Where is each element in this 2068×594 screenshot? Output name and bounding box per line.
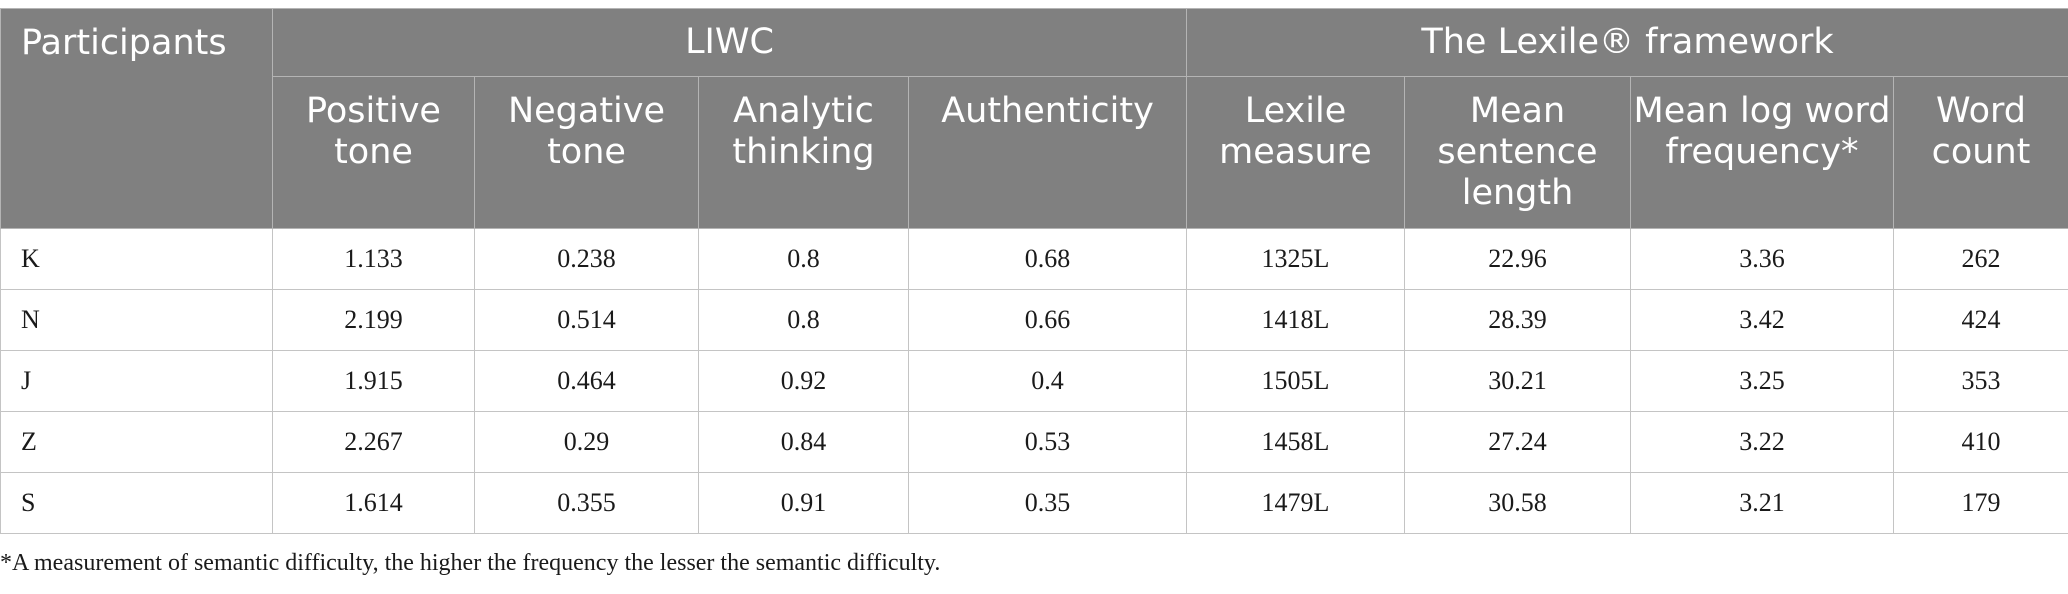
- cell-negative-tone: 0.238: [474, 228, 699, 290]
- cell-participant: S: [0, 472, 273, 534]
- cell-lexile-measure: 1325L: [1186, 228, 1405, 290]
- cell-mean-sentence-length: 22.96: [1404, 228, 1631, 290]
- cell-mean-log-word-frequency: 3.42: [1630, 289, 1894, 351]
- header-mean-sentence-length: Mean sentence length: [1404, 76, 1631, 229]
- header-group-lexile: The Lexile® framework: [1185, 8, 2068, 77]
- table-row: S 1.614 0.355 0.91 0.35 1479L 30.58 3.21…: [0, 472, 2068, 534]
- cell-participant: K: [0, 228, 273, 290]
- cell-mean-log-word-frequency: 3.25: [1630, 350, 1894, 412]
- table-row: Z 2.267 0.29 0.84 0.53 1458L 27.24 3.22 …: [0, 411, 2068, 473]
- table-body: K 1.133 0.238 0.8 0.68 1325L 22.96 3.36 …: [0, 228, 2068, 534]
- header-mean-log-word-frequency: Mean log word frequency*: [1630, 76, 1894, 229]
- cell-participant: Z: [0, 411, 273, 473]
- header-group-liwc: LIWC: [272, 8, 1187, 77]
- header-negative-tone: Negative tone: [474, 76, 699, 229]
- cell-negative-tone: 0.355: [474, 472, 699, 534]
- cell-negative-tone: 0.514: [474, 289, 699, 351]
- cell-mean-sentence-length: 28.39: [1404, 289, 1631, 351]
- cell-authenticity: 0.68: [908, 228, 1187, 290]
- header-analytic-thinking: Analytic thinking: [698, 76, 909, 229]
- header-word-count: Word count: [1892, 76, 2068, 229]
- header-participants: Participants: [0, 8, 273, 229]
- cell-analytic-thinking: 0.8: [698, 228, 909, 290]
- cell-authenticity: 0.35: [908, 472, 1187, 534]
- cell-participant: J: [0, 350, 273, 412]
- table-row: J 1.915 0.464 0.92 0.4 1505L 30.21 3.25 …: [0, 350, 2068, 412]
- data-table: Participants LIWC The Lexile® framework …: [0, 8, 2068, 534]
- cell-authenticity: 0.53: [908, 411, 1187, 473]
- cell-analytic-thinking: 0.84: [698, 411, 909, 473]
- cell-mean-log-word-frequency: 3.22: [1630, 411, 1894, 473]
- cell-word-count: 179: [1892, 472, 2068, 534]
- table-container: Participants LIWC The Lexile® framework …: [0, 8, 2068, 534]
- header-lexile-measure: Lexile measure: [1186, 76, 1405, 229]
- cell-word-count: 424: [1892, 289, 2068, 351]
- cell-analytic-thinking: 0.92: [698, 350, 909, 412]
- header-authenticity: Authenticity: [908, 76, 1187, 229]
- cell-positive-tone: 1.915: [272, 350, 475, 412]
- cell-positive-tone: 2.199: [272, 289, 475, 351]
- table-row: K 1.133 0.238 0.8 0.68 1325L 22.96 3.36 …: [0, 228, 2068, 290]
- cell-lexile-measure: 1418L: [1186, 289, 1405, 351]
- cell-word-count: 262: [1892, 228, 2068, 290]
- cell-mean-log-word-frequency: 3.21: [1630, 472, 1894, 534]
- cell-authenticity: 0.4: [908, 350, 1187, 412]
- cell-mean-sentence-length: 30.58: [1404, 472, 1631, 534]
- cell-word-count: 353: [1892, 350, 2068, 412]
- cell-negative-tone: 0.29: [474, 411, 699, 473]
- cell-lexile-measure: 1505L: [1186, 350, 1405, 412]
- cell-negative-tone: 0.464: [474, 350, 699, 412]
- cell-analytic-thinking: 0.8: [698, 289, 909, 351]
- cell-positive-tone: 1.614: [272, 472, 475, 534]
- cell-analytic-thinking: 0.91: [698, 472, 909, 534]
- cell-positive-tone: 2.267: [272, 411, 475, 473]
- table-header: Participants LIWC The Lexile® framework …: [0, 8, 2068, 229]
- cell-authenticity: 0.66: [908, 289, 1187, 351]
- table-footnote: *A measurement of semantic difficulty, t…: [0, 550, 941, 576]
- header-positive-tone: Positive tone: [272, 76, 475, 229]
- cell-mean-log-word-frequency: 3.36: [1630, 228, 1894, 290]
- cell-participant: N: [0, 289, 273, 351]
- table-row: N 2.199 0.514 0.8 0.66 1418L 28.39 3.42 …: [0, 289, 2068, 351]
- cell-word-count: 410: [1892, 411, 2068, 473]
- cell-lexile-measure: 1479L: [1186, 472, 1405, 534]
- cell-positive-tone: 1.133: [272, 228, 475, 290]
- cell-mean-sentence-length: 27.24: [1404, 411, 1631, 473]
- cell-lexile-measure: 1458L: [1186, 411, 1405, 473]
- cell-mean-sentence-length: 30.21: [1404, 350, 1631, 412]
